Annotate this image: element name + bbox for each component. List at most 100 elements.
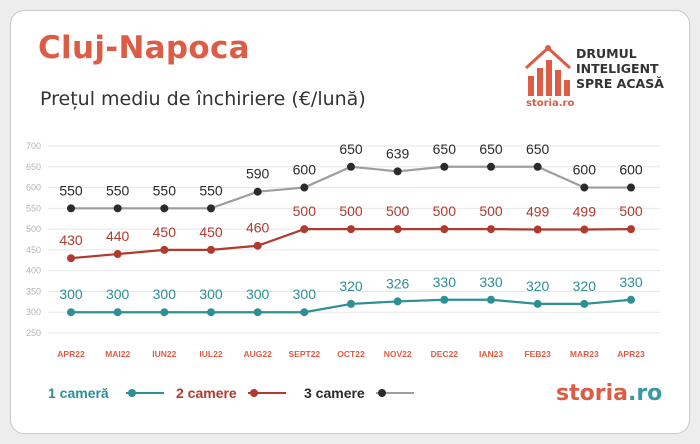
logo-text-a: storia [556,381,628,406]
x-tick-label: DEC22 [431,349,459,359]
data-point [533,162,542,171]
data-point [160,245,169,254]
data-point [580,299,589,308]
data-point [300,183,309,192]
x-tick-label: OCT22 [337,349,365,359]
x-tick-label: APR22 [57,349,85,359]
x-tick-label: NOV22 [384,349,412,359]
data-point [300,225,309,234]
data-point [347,225,355,234]
data-label: 320 [526,278,550,294]
page-title: Cluj-Napoca [38,30,250,66]
data-point [160,204,169,213]
data-label: 590 [246,166,270,182]
data-label: 300 [153,286,177,302]
data-label: 300 [59,286,83,302]
data-point [160,308,169,317]
brand-tagline: DRUMUL INTELIGENT SPRE ACASĂ [576,46,686,91]
data-label: 600 [573,162,597,178]
data-label: 500 [386,203,410,219]
data-label: 499 [573,204,597,220]
data-point [627,295,635,304]
data-label: 600 [619,162,643,178]
data-point [207,308,215,317]
data-point [393,225,402,234]
data-label: 600 [293,162,317,178]
data-point [113,204,122,213]
data-label: 440 [106,228,130,244]
data-point [393,167,402,176]
x-tick-label: IUL22 [199,349,222,359]
legend-marker [250,389,258,397]
data-label: 639 [386,145,410,161]
data-label: 650 [339,141,363,157]
brand-small-logo: storia.ro [526,98,575,109]
data-label: 300 [106,286,130,302]
data-point [487,295,495,304]
data-point [67,308,75,317]
data-label: 650 [479,141,503,157]
data-point [347,299,355,308]
data-label: 550 [199,182,223,198]
x-tick-label: APR23 [617,349,645,359]
data-label: 500 [339,203,363,219]
x-tick-label: AUG22 [243,349,272,359]
house-chart-icon [524,45,572,96]
y-tick-label: 600 [26,183,41,193]
x-tick-label: MAR23 [570,349,599,359]
data-label: 650 [526,141,550,157]
data-label: 450 [199,224,223,240]
data-point [207,204,215,213]
y-tick-label: 250 [26,328,41,338]
tagline-line-3: SPRE ACASĂ [576,76,664,91]
data-point [113,250,122,259]
data-point [440,162,449,171]
data-label: 330 [619,274,643,290]
data-point [533,225,542,234]
chart-subtitle: Prețul mediu de închiriere (€/lună) [40,88,366,110]
data-label: 300 [246,286,270,302]
data-point [207,245,215,254]
data-point [627,183,635,192]
data-point [253,241,262,250]
storia-logo: storia.ro [556,381,662,406]
chart-card [10,10,690,434]
y-tick-label: 700 [26,141,41,151]
data-point [113,308,122,317]
data-label: 330 [433,274,457,290]
data-label: 550 [153,182,177,198]
data-point [627,225,635,234]
legend-label: 1 cameră [48,385,109,401]
data-point [440,295,449,304]
data-label: 550 [59,182,83,198]
data-label: 430 [59,232,83,248]
y-tick-label: 350 [26,286,41,296]
x-tick-label: IUN22 [152,349,176,359]
y-tick-label: 550 [26,203,41,213]
y-tick-label: 450 [26,245,41,255]
data-label: 550 [106,182,130,198]
data-label: 500 [293,203,317,219]
logo-text-b: .ro [627,381,663,406]
x-tick-label: MAI22 [105,349,130,359]
data-point [347,162,355,171]
data-point [300,308,309,317]
y-tick-label: 650 [26,162,41,172]
data-label: 500 [433,203,457,219]
legend-label: 3 camere [304,385,365,401]
y-tick-label: 300 [26,307,41,317]
data-point [533,299,542,308]
data-label: 320 [573,278,597,294]
data-label: 326 [386,275,410,291]
data-point [440,225,449,234]
legend-marker [378,389,386,397]
tagline-line-1: DRUMUL [576,46,637,61]
data-point [67,204,75,213]
data-point [580,225,589,234]
legend-marker [128,389,136,397]
data-label: 450 [153,224,177,240]
data-label: 650 [433,141,457,157]
brand-badge: DRUMUL INTELIGENT SPRE ACASĂ storia.ro [520,42,680,112]
data-point [580,183,589,192]
